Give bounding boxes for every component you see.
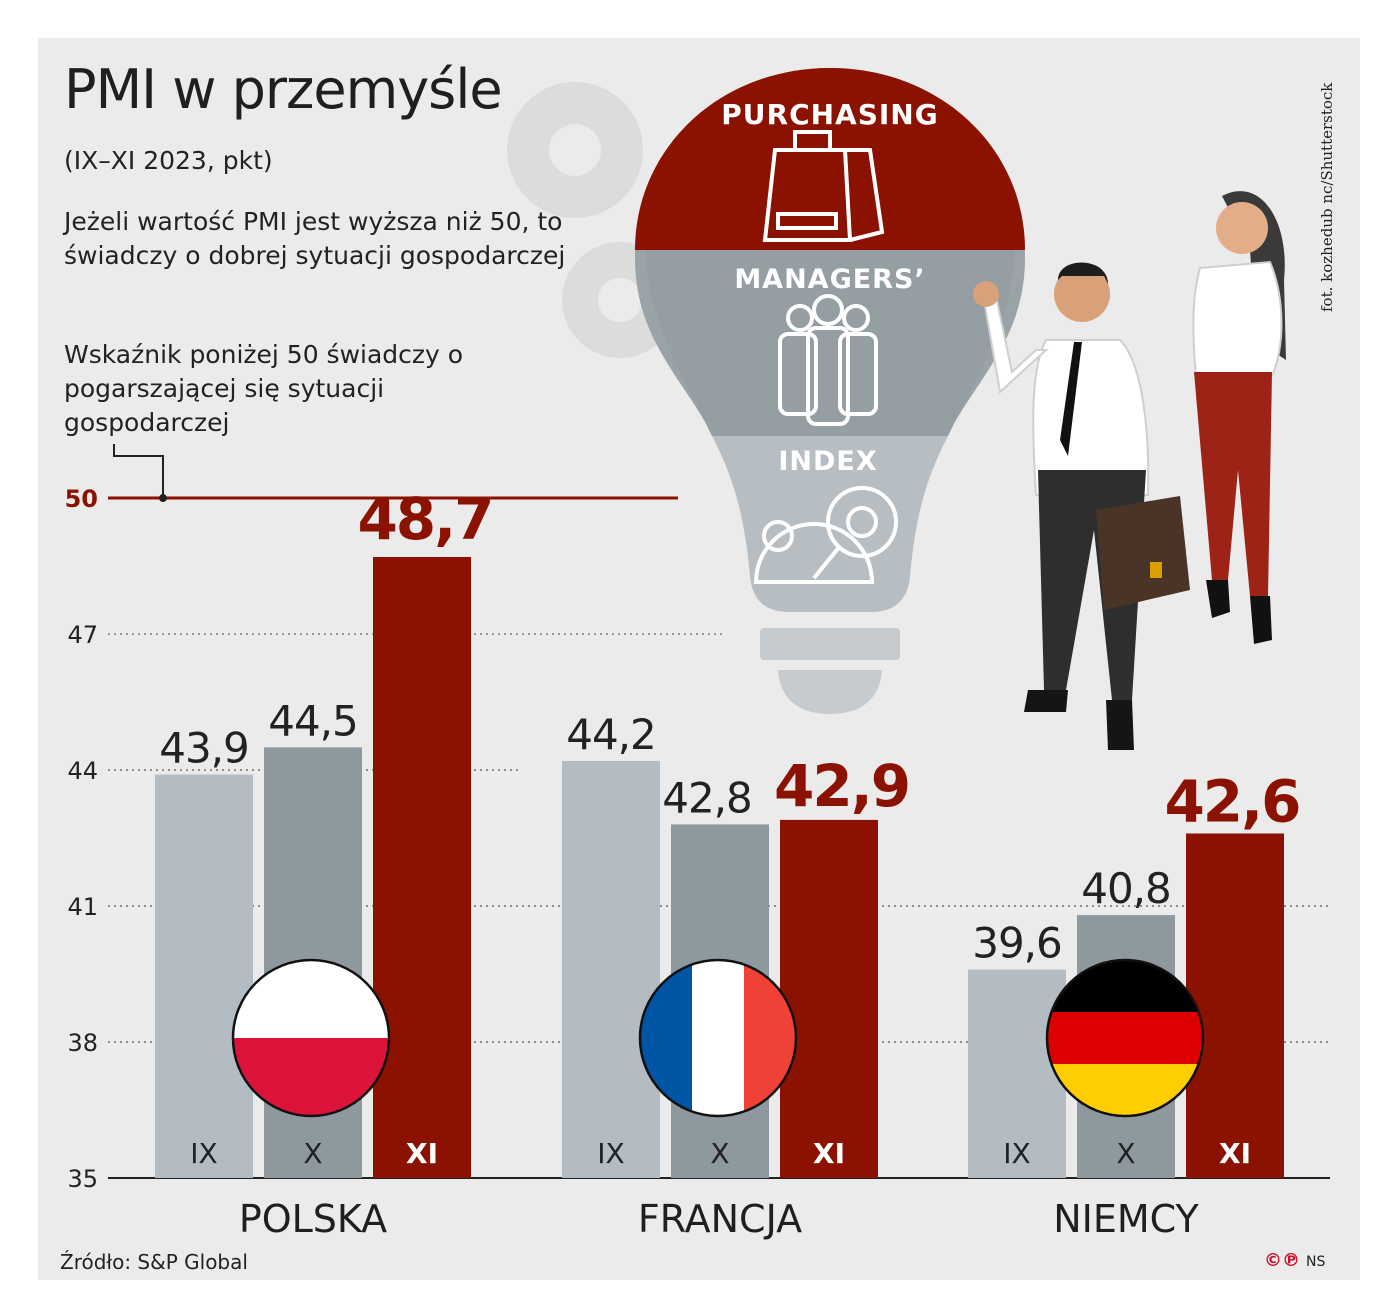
note-callout-dot bbox=[159, 494, 167, 503]
bar-value-label: 42,8 bbox=[662, 773, 752, 822]
bar-series-label: X bbox=[1116, 1137, 1135, 1170]
bulb-word-managers: MANAGERS’ bbox=[734, 264, 925, 295]
labels-layer: IX 43,9 X 44,5 XI 48,7 POLSKA IX 44,2 X 42,8 XI 42,9… bbox=[159, 485, 1301, 1241]
bar-series-label: XI bbox=[1219, 1137, 1251, 1170]
bar-francja-ix bbox=[562, 760, 660, 1178]
gauge-gear-icon bbox=[753, 486, 898, 584]
bar-francja-xi bbox=[780, 819, 878, 1178]
bar-value-label: 39,6 bbox=[972, 918, 1062, 967]
bar-series-label: X bbox=[710, 1137, 729, 1170]
bar-value-label: 48,7 bbox=[357, 485, 492, 553]
bar-value-label: 42,6 bbox=[1164, 767, 1299, 835]
bulb-word-index: INDEX bbox=[778, 446, 877, 477]
business-people-illustration bbox=[973, 191, 1286, 750]
y-tick-label: 38 bbox=[67, 1029, 98, 1057]
category-label: NIEMCY bbox=[1053, 1197, 1199, 1241]
bar-value-label: 44,2 bbox=[566, 710, 656, 759]
poland-flag-outline bbox=[231, 958, 391, 1118]
bar-polska-ix bbox=[155, 774, 253, 1178]
bar-series-label: IX bbox=[597, 1137, 624, 1170]
people-group-icon bbox=[778, 294, 878, 426]
chart-subtitle: (IX–XI 2023, pkt) bbox=[64, 146, 273, 175]
y-tick-label: 50 bbox=[65, 485, 98, 513]
bar-series-label: X bbox=[303, 1137, 322, 1170]
category-label: FRANCJA bbox=[638, 1197, 802, 1241]
bar-series-label: IX bbox=[1003, 1137, 1030, 1170]
chart-title: PMI w przemyśle bbox=[64, 58, 503, 121]
lightbulb-illustration: PURCHASING MANAGERS’ INDEX bbox=[600, 60, 1060, 714]
note-callout-line bbox=[113, 444, 164, 499]
germany-flag-outline bbox=[1045, 958, 1205, 1118]
bulb-word-purchasing: PURCHASING bbox=[721, 98, 938, 131]
note-above-50: Jeżeli wartość PMI jest wyższa niż 50, t… bbox=[64, 207, 566, 270]
y-tick-label: 44 bbox=[67, 757, 98, 785]
note-below-50: Wskaźnik poniżej 50 świadczy o pogarszaj… bbox=[64, 340, 464, 437]
bar-value-label: 43,9 bbox=[159, 724, 249, 773]
bar-niemcy-xi bbox=[1186, 833, 1284, 1178]
bar-value-label: 42,9 bbox=[774, 752, 909, 820]
photo-credit: fot. kozhedub nc/Shutterstock bbox=[1318, 82, 1336, 312]
shopping-bag-icon bbox=[762, 130, 885, 242]
y-tick-label: 47 bbox=[67, 621, 98, 649]
logo-initials: NS bbox=[1306, 1254, 1326, 1270]
bar-polska-xi bbox=[373, 556, 471, 1178]
bar-value-label: 44,5 bbox=[268, 696, 358, 745]
flags-layer bbox=[231, 958, 1205, 1118]
bars-layer bbox=[155, 556, 1284, 1178]
bar-series-label: XI bbox=[813, 1137, 845, 1170]
logo-mark: ©℗ bbox=[1264, 1250, 1300, 1271]
publisher-logo: ©℗ NS bbox=[1264, 1250, 1325, 1271]
y-tick-label: 35 bbox=[67, 1165, 98, 1193]
y-tick-label: 41 bbox=[67, 893, 98, 921]
source-note: Źródło: S&P Global bbox=[60, 1250, 248, 1274]
bar-series-label: XI bbox=[406, 1137, 438, 1170]
bar-niemcy-ix bbox=[968, 969, 1066, 1178]
bar-series-label: IX bbox=[190, 1137, 217, 1170]
category-label: POLSKA bbox=[239, 1197, 387, 1241]
bar-value-label: 40,8 bbox=[1081, 864, 1171, 913]
france-flag-outline bbox=[638, 958, 798, 1118]
